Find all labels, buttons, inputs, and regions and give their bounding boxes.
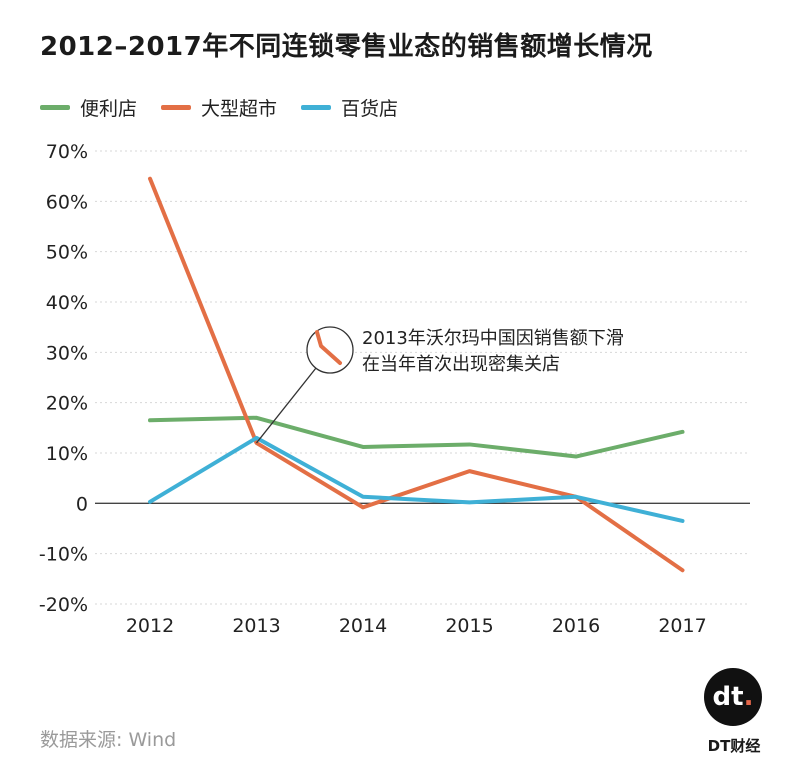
y-tick-label: 30% [46, 342, 88, 364]
y-tick-label: 20% [46, 393, 88, 415]
y-tick-label: 0 [76, 493, 88, 515]
data-point [148, 177, 152, 181]
data-point [361, 445, 365, 449]
series-line-2 [148, 435, 685, 523]
x-tick-label: 2012 [126, 615, 174, 637]
data-point [681, 519, 684, 523]
y-tick-label: 60% [46, 191, 88, 213]
x-tick-label: 2016 [552, 615, 600, 637]
y-tick-label: -20% [39, 594, 88, 616]
x-tick-label: 2014 [339, 615, 387, 637]
data-point [361, 505, 365, 509]
legend-swatch-hypermarket [161, 105, 192, 110]
magnifier-circle [306, 326, 354, 374]
legend-swatch-convenience [40, 105, 70, 110]
data-point [255, 416, 258, 420]
x-tick-label: 2015 [445, 615, 493, 637]
source-note: 数据来源: Wind [40, 729, 177, 751]
data-point [468, 469, 471, 473]
legend-swatch-department [301, 105, 332, 110]
data-point [681, 568, 684, 572]
legend-label-convenience: 便利店 [80, 98, 138, 120]
data-point [574, 455, 578, 459]
y-tick-label: 40% [46, 292, 88, 314]
series-line-0 [148, 415, 685, 459]
line-chart: 70% 60% 50% 40% 30% 20% 10% 0 -10% -20% 2012 2013 20… [39, 141, 750, 637]
legend-label-department: 百货店 [341, 98, 399, 120]
magnified-series-detail [315, 330, 342, 365]
legend-label-hypermarket: 大型超市 [201, 98, 278, 120]
dt-logo: dt. [704, 668, 762, 726]
data-point [361, 495, 365, 499]
legend-item-hypermarket: 大型超市 [161, 94, 277, 121]
y-tick-label: 70% [46, 141, 88, 163]
series-line-1 [148, 176, 685, 573]
y-tick-label: 10% [46, 443, 88, 465]
data-point [468, 442, 471, 446]
annotation-line-1: 2013年沃尔玛中国因销售额下滑 [362, 328, 624, 349]
annotation-line-2: 在当年首次出现密集关店 [362, 354, 560, 375]
logo-dot: . [743, 682, 754, 712]
data-point [681, 430, 684, 434]
data-point [148, 500, 152, 504]
legend-item-convenience: 便利店 [40, 94, 137, 121]
chart-title: 2012–2017年不同连锁零售业态的销售额增长情况 [40, 32, 653, 62]
data-point [574, 495, 578, 499]
legend-item-department: 百货店 [301, 94, 398, 121]
x-tick-label: 2017 [658, 615, 706, 637]
annotation-leader [255, 367, 317, 444]
legend: 便利店 大型超市 百货店 [40, 94, 398, 121]
y-tick-label: 50% [46, 242, 88, 264]
y-tick-label: -10% [39, 544, 88, 566]
brand-name: DT财经 [707, 737, 761, 755]
logo-text: dt [712, 682, 744, 712]
data-point [148, 418, 152, 422]
data-point [255, 436, 258, 440]
x-tick-label: 2013 [232, 615, 280, 637]
data-point [468, 500, 471, 504]
